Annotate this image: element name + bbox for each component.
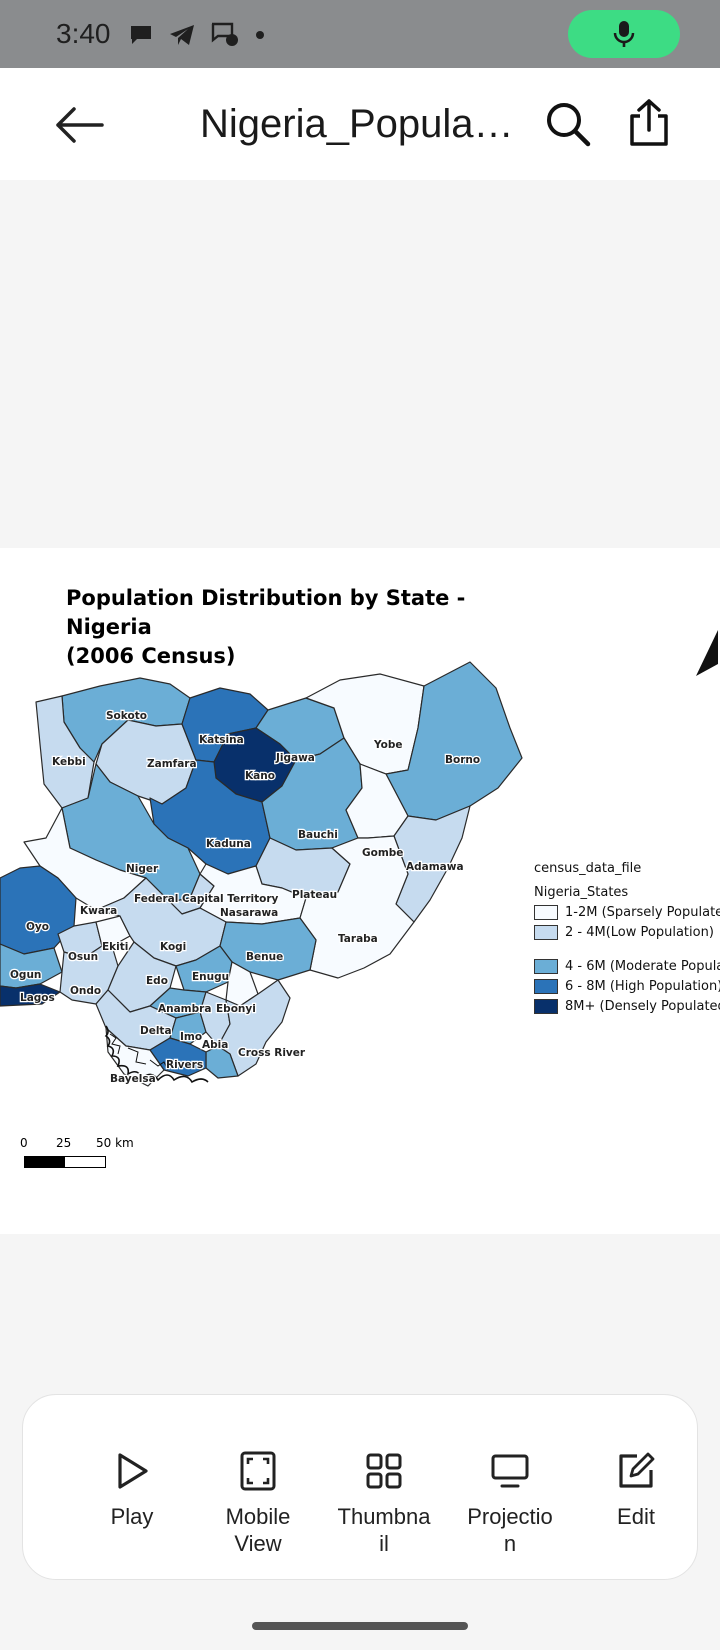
projection-button[interactable]: Projectio n <box>455 1449 565 1557</box>
play-button[interactable]: Play <box>77 1449 187 1530</box>
legend-item: 2 - 4M(Low Population) <box>534 922 720 942</box>
scale-tick-25: 25 <box>56 1136 72 1150</box>
state-ekiti <box>95 915 131 947</box>
message-settings-icon <box>211 22 238 46</box>
play-icon <box>118 1453 148 1489</box>
label-kwara: Kwara <box>80 905 117 917</box>
monitor-icon <box>491 1454 529 1488</box>
back-button[interactable] <box>52 98 106 152</box>
label-ebonyi: Ebonyi <box>216 1003 256 1015</box>
state-kebbi <box>35 695 95 809</box>
fullscreen-frame-icon <box>240 1451 276 1491</box>
legend-item: 8M+ (Densely Populated) <box>534 996 720 1016</box>
legend-layer: census_data_file <box>534 860 642 876</box>
label-nasarawa: Nasarawa <box>220 907 278 919</box>
home-indicator[interactable] <box>252 1622 468 1630</box>
label-ekiti: Ekiti <box>102 941 128 953</box>
label-imo: Imo <box>180 1031 202 1043</box>
label-sokoto: Sokoto <box>106 710 147 722</box>
play-label: Play <box>110 1504 154 1529</box>
state-taraba <box>299 835 415 979</box>
label-katsina: Katsina <box>199 734 244 746</box>
scale-tick-0: 0 <box>20 1136 28 1150</box>
legend-item: 6 - 8M (High Population) <box>534 976 720 996</box>
search-icon <box>547 103 591 147</box>
label-edo: Edo <box>146 975 168 987</box>
label-niger: Niger <box>126 863 159 875</box>
label-delta: Delta <box>140 1025 172 1037</box>
label-abia: Abia <box>202 1039 228 1051</box>
legend-item: 4 - 6M (Moderate Population) <box>534 956 720 976</box>
mobile-view-button[interactable]: Mobile View <box>203 1449 313 1557</box>
legend-item: 1-2M (Sparsely Populated) <box>534 902 720 922</box>
scale-tick-50: 50 km <box>96 1136 134 1150</box>
label-cross-river: Cross River <box>238 1047 306 1059</box>
dot-icon <box>256 31 264 39</box>
search-button[interactable] <box>544 100 592 148</box>
nigeria-map: Sokoto Kebbi Zamfara Katsina Kano Jigawa… <box>0 661 523 1087</box>
label-oyo: Oyo <box>26 921 49 933</box>
bottom-toolbar: Play Mobile View Thumbna il Projectio n Edi… <box>22 1394 698 1580</box>
label-ondo: Ondo <box>70 985 101 997</box>
chat-icon <box>131 26 151 44</box>
label-borno: Borno <box>445 754 480 766</box>
arrow-left-icon <box>56 107 104 143</box>
map-title: Population Distribution by State - Niger… <box>66 586 466 668</box>
mobile-view-label: Mobile View <box>225 1504 291 1556</box>
share-icon <box>630 99 668 146</box>
edit-icon <box>619 1452 655 1488</box>
label-kogi: Kogi <box>160 941 186 953</box>
mic-indicator[interactable] <box>568 10 680 58</box>
label-plateau: Plateau <box>292 889 337 901</box>
label-kebbi: Kebbi <box>52 756 86 768</box>
app-bar: Nigeria_Populati… <box>0 68 720 180</box>
label-adamawa: Adamawa <box>406 861 464 873</box>
grid-icon <box>366 1453 402 1489</box>
edit-button[interactable]: Edit <box>581 1449 691 1530</box>
thumbnail-button[interactable]: Thumbna il <box>329 1449 439 1557</box>
label-lagos: Lagos <box>20 992 55 1004</box>
label-osun: Osun <box>68 951 98 963</box>
legend-group: Nigeria_States <box>534 884 629 900</box>
legend-swatch <box>534 998 558 1014</box>
status-bar: 3:40 <box>0 0 720 68</box>
status-icons <box>128 22 266 48</box>
edit-label: Edit <box>617 1504 655 1529</box>
telegram-icon <box>170 25 194 45</box>
north-arrow-icon <box>696 630 718 676</box>
label-zamfara: Zamfara <box>147 758 197 770</box>
label-benue: Benue <box>246 951 283 963</box>
label-anambra: Anambra <box>158 1003 211 1015</box>
legend-swatch <box>534 904 558 920</box>
thumbnail-label: Thumbna il <box>337 1504 431 1556</box>
label-fct: Federal Capital Territory <box>134 893 279 905</box>
label-ogun: Ogun <box>10 969 41 981</box>
scale-graphic <box>24 1156 106 1168</box>
legend-swatch <box>534 958 558 974</box>
label-bayelsa: Bayelsa <box>110 1073 156 1085</box>
slide-canvas[interactable]: Population Distribution by State - Niger… <box>0 548 720 1234</box>
legend-swatch <box>534 978 558 994</box>
share-button[interactable] <box>624 98 674 148</box>
microphone-icon <box>613 21 635 47</box>
coastline <box>104 1025 209 1084</box>
map-legend: census_data_file Nigeria_States 1-2M (Sp… <box>534 858 720 1016</box>
label-jigawa: Jigawa <box>275 752 315 764</box>
document-title: Nigeria_Populati… <box>200 102 520 146</box>
projection-label: Projectio n <box>467 1504 553 1556</box>
label-taraba: Taraba <box>338 933 378 945</box>
label-rivers: Rivers <box>166 1059 203 1071</box>
label-yobe: Yobe <box>373 739 403 751</box>
legend-swatch <box>534 924 558 940</box>
label-enugu: Enugu <box>192 971 229 983</box>
label-kaduna: Kaduna <box>206 838 251 850</box>
label-bauchi: Bauchi <box>298 829 338 841</box>
label-gombe: Gombe <box>362 847 403 859</box>
status-time: 3:40 <box>56 18 111 49</box>
label-kano: Kano <box>245 770 275 782</box>
state-rivers <box>149 1037 207 1077</box>
